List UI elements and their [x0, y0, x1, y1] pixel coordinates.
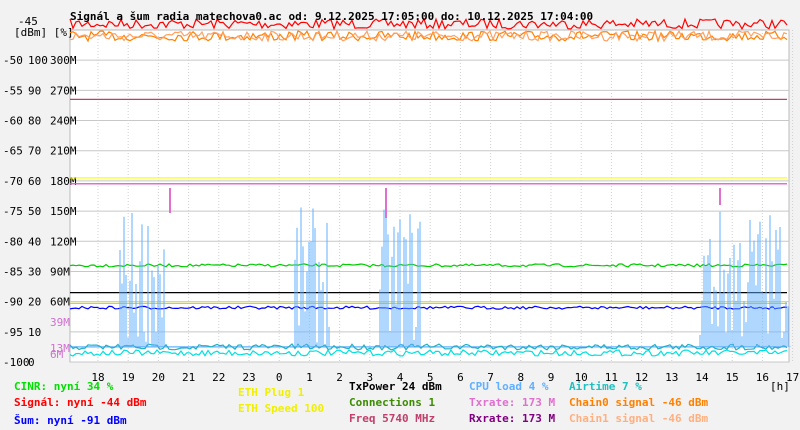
x-tick: 9 — [548, 371, 555, 384]
series--um — [69, 305, 788, 310]
y-tick-dbm: -100 — [3, 356, 30, 369]
x-tick: 13 — [665, 371, 678, 384]
y-tick-pct: 10 — [28, 326, 41, 339]
x-tick: 1 — [306, 371, 313, 384]
series-chain0-signal — [69, 29, 788, 43]
y-tick-rate: 90M — [50, 265, 70, 278]
y-tick-extra: 13M — [50, 342, 70, 355]
x-tick: 18 — [91, 371, 104, 384]
x-tick: 6 — [457, 371, 464, 384]
y-tick-pct: 30 — [28, 265, 41, 278]
y-tick-rate: 240M — [50, 115, 77, 128]
series-sign-l — [69, 17, 788, 31]
x-tick: 2 — [336, 371, 343, 384]
y-axis-header: [dBm] [%] — [14, 26, 74, 39]
x-tick: 0 — [276, 371, 283, 384]
y-tick-rate: 270M — [50, 84, 77, 97]
y-tick-dbm: -95 — [3, 326, 23, 339]
y-tick-pct: 90 — [28, 84, 41, 97]
y-tick-extra: 39M — [50, 316, 70, 329]
legend: CINR: nyní 34 % Signál: nyní -44 dBm Šum… — [0, 378, 800, 430]
y-tick-rate: 180M — [50, 175, 77, 188]
y-tick-dbm: -65 — [3, 145, 23, 158]
y-tick-pct: 80 — [28, 115, 41, 128]
y-tick-pct: 50 — [28, 205, 41, 218]
x-tick: 21 — [182, 371, 195, 384]
y-top-tick: -45 — [18, 15, 38, 28]
y-tick-rate: 120M — [50, 235, 77, 248]
legend-signal: Signál: nyní -44 dBm — [14, 396, 147, 409]
x-tick: 12 — [635, 371, 648, 384]
series-chain1-signal — [69, 29, 788, 43]
y-tick-rate: 210M — [50, 145, 77, 158]
x-tick: 11 — [605, 371, 618, 384]
x-tick: 10 — [575, 371, 588, 384]
x-tick: 15 — [726, 371, 739, 384]
x-axis-label: [h] — [770, 380, 790, 393]
x-tick: 16 — [756, 371, 769, 384]
y-tick-rate: 150M — [50, 205, 77, 218]
y-tick-dbm: -80 — [3, 235, 23, 248]
legend-airtime: Airtime 7 % — [569, 380, 642, 393]
legend-rxrate: Rxrate: 173 M — [469, 412, 556, 425]
y-tick-rate: 300M — [50, 54, 77, 67]
legend-connections: Connections 1 — [349, 396, 436, 409]
series-connections — [69, 263, 788, 268]
legend-chain0: Chain0 signal -46 dBm — [569, 396, 709, 409]
y-tick-dbm: -60 — [3, 115, 23, 128]
x-tick: 8 — [517, 371, 524, 384]
legend-cinr: CINR: nyní 34 % — [14, 380, 114, 393]
plot-area — [69, 29, 790, 363]
x-tick: 19 — [122, 371, 135, 384]
y-tick-pct: 20 — [28, 296, 41, 309]
y-tick-pct: 60 — [28, 175, 41, 188]
y-tick-dbm: -85 — [3, 265, 23, 278]
y-tick-extra: 6M — [50, 348, 64, 361]
y-tick-pct: 40 — [28, 235, 41, 248]
legend-freq: Freq 5740 MHz — [349, 412, 436, 425]
series-cpu-load-spikes — [119, 207, 791, 347]
y-tick-pct: 100 — [28, 54, 48, 67]
legend-eth-speed: ETH Speed 100 — [238, 402, 325, 415]
y-tick-dbm: -55 — [3, 84, 23, 97]
y-tick-pct: 0 — [28, 356, 35, 369]
legend-cpu: CPU load 4 % — [469, 380, 549, 393]
x-tick: 17 — [786, 371, 799, 384]
y-tick-pct: 70 — [28, 145, 41, 158]
x-tick: 23 — [242, 371, 255, 384]
legend-txpower: TxPower 24 dBm — [349, 380, 442, 393]
y-tick-dbm: -50 — [3, 54, 23, 67]
y-tick-rate: 60M — [50, 296, 70, 309]
legend-txrate: Txrate: 173 M — [469, 396, 556, 409]
y-tick-dbm: -70 — [3, 175, 23, 188]
legend-chain1: Chain1 signal -46 dBm — [569, 412, 709, 425]
legend-sum: Šum: nyní -91 dBm — [14, 414, 127, 427]
legend-eth-plug: ETH Plug 1 — [238, 386, 305, 399]
series-cinr — [69, 348, 788, 357]
x-tick: 3 — [366, 371, 373, 384]
y-tick-dbm: -75 — [3, 205, 23, 218]
series-airtime — [69, 343, 788, 351]
x-tick: 22 — [212, 371, 225, 384]
x-tick: 20 — [152, 371, 165, 384]
x-tick: 5 — [427, 371, 434, 384]
x-tick: 4 — [397, 371, 404, 384]
y-tick-dbm: -90 — [3, 296, 23, 309]
x-tick: 7 — [487, 371, 494, 384]
x-tick: 14 — [695, 371, 709, 384]
chart-title: Signál a šum radia matechova0.ac od: 9.1… — [70, 10, 594, 23]
